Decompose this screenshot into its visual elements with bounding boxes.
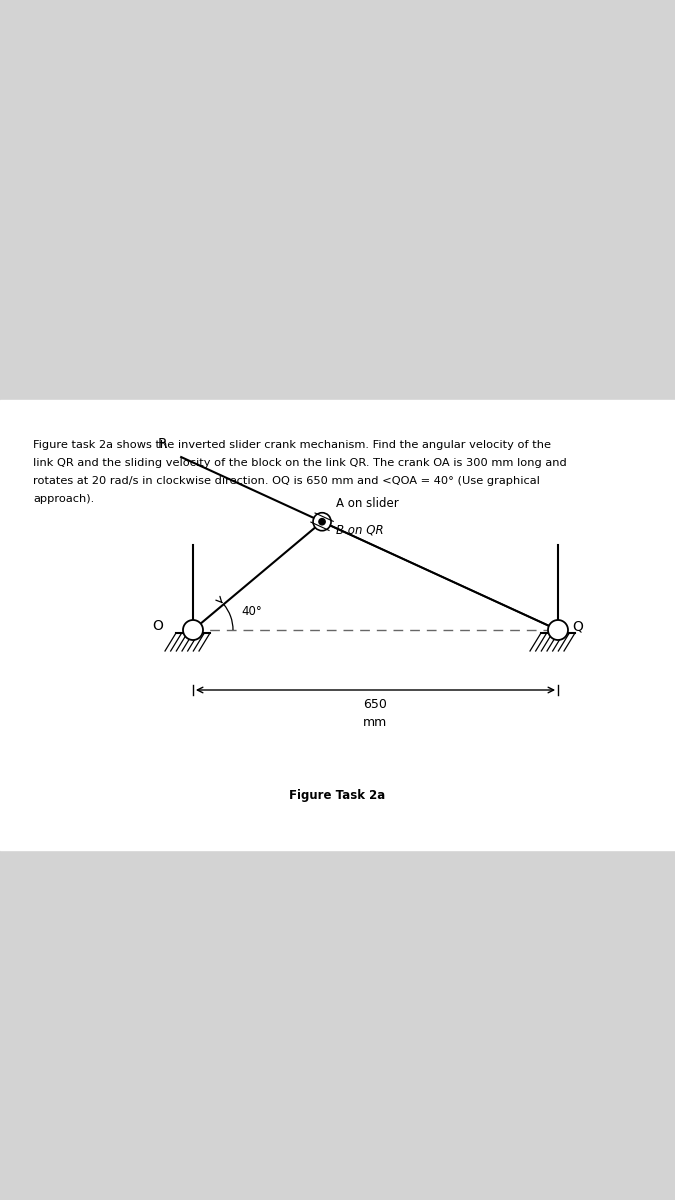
Text: R: R [157,437,167,451]
Circle shape [183,620,203,640]
Circle shape [319,518,325,524]
Text: 40°: 40° [241,605,262,618]
Text: approach).: approach). [33,494,94,504]
Text: B on QR: B on QR [336,523,383,536]
Text: Q: Q [572,619,583,634]
Text: Figure Task 2a: Figure Task 2a [289,788,385,802]
Text: rotates at 20 rad/s in clockwise direction. OQ is 650 mm and <QOA = 40° (Use gra: rotates at 20 rad/s in clockwise directi… [33,476,540,486]
Text: mm: mm [363,716,387,728]
Bar [0,400,675,850]
Text: 650: 650 [364,698,387,710]
Text: A on slider: A on slider [336,497,399,510]
Text: link QR and the sliding velocity of the block on the link QR. The crank OA is 30: link QR and the sliding velocity of the … [33,458,567,468]
Text: O: O [152,619,163,634]
Circle shape [313,512,331,530]
Circle shape [548,620,568,640]
Text: Figure task 2a shows the inverted slider crank mechanism. Find the angular veloc: Figure task 2a shows the inverted slider… [33,440,551,450]
